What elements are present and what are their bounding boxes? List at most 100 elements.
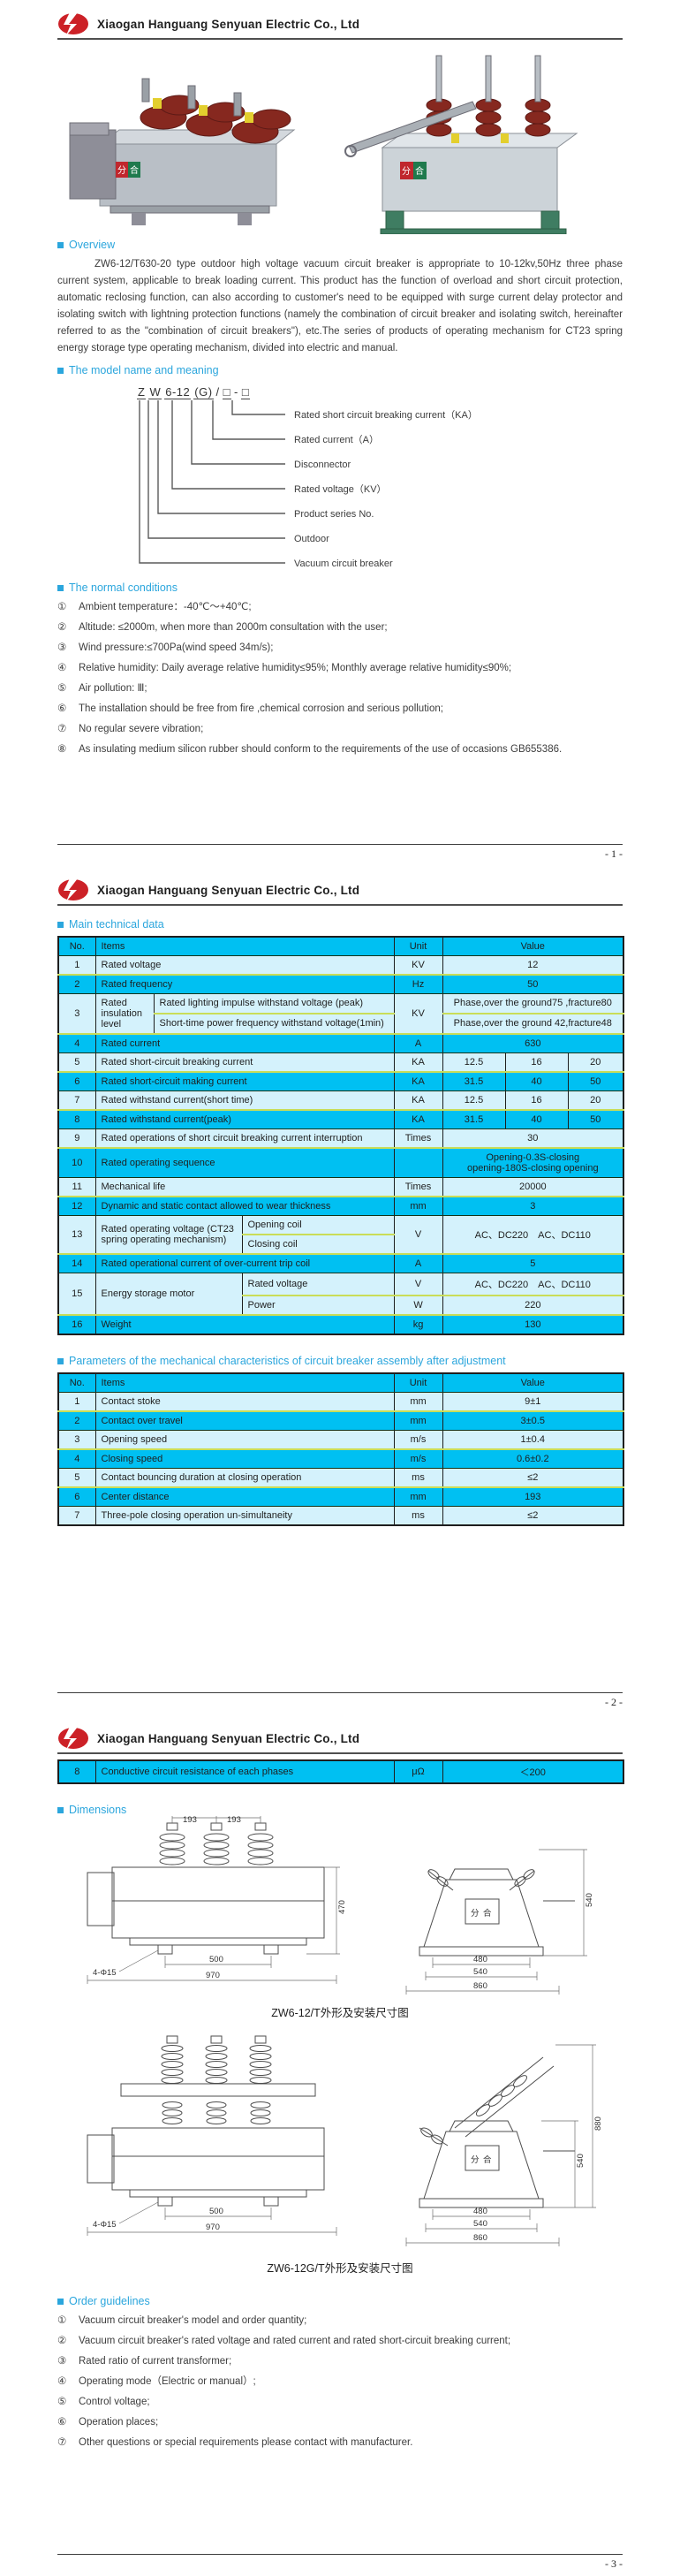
table-row: 2 Contact over travel mm 3±0.5 [57, 1411, 624, 1431]
cell-subitem: Rated voltage [241, 1273, 395, 1296]
col-unit: Unit [393, 937, 443, 956]
cell-unit: ms [393, 1468, 443, 1488]
page-footer: - 3 - [57, 2554, 623, 2571]
col-value: Value [442, 937, 624, 956]
cell-value: AC、DC220 AC、DC110 [442, 1215, 624, 1255]
table-row: 7 Rated withstand current(short time) KA… [57, 1090, 624, 1111]
svg-text:193: 193 [183, 1816, 197, 1825]
col-items: Items [94, 937, 395, 956]
cell-value: 31.5 [442, 1072, 506, 1091]
cell-value: 193 [442, 1487, 624, 1507]
cell-value: ≤2 [442, 1468, 624, 1488]
cell-value: 31.5 [442, 1110, 506, 1129]
svg-text:470: 470 [337, 1900, 347, 1914]
cell-no: 15 [57, 1273, 96, 1316]
svg-text:540: 540 [473, 1967, 487, 1977]
list-item: ⑦ No regular severe vibration; [57, 724, 204, 734]
cell-item: Contact bouncing duration at closing ope… [94, 1468, 395, 1488]
cell-value: 20 [567, 1052, 624, 1073]
svg-text:分: 分 [471, 1909, 480, 1919]
table-row: 6 Center distance mm 193 [57, 1487, 624, 1507]
list-item: ③ Rated ratio of current transformer; [57, 2356, 232, 2367]
cell-no: 1 [57, 955, 96, 976]
table-row: 3 Opening speed m/s 1±0.4 [57, 1430, 624, 1450]
table-row: 14 Rated operational current of over-cur… [57, 1254, 624, 1273]
cell-no: 9 [57, 1128, 96, 1149]
cell-item: Mechanical life [94, 1177, 395, 1197]
table-row: 11 Mechanical life Times 20000 [57, 1177, 624, 1197]
model-label: Rated current（A） [294, 434, 379, 445]
cell-no: 13 [57, 1215, 96, 1255]
list-item: ① Vacuum circuit breaker's model and orde… [57, 2315, 307, 2326]
cell-no: 4 [57, 1034, 96, 1053]
section-bullet-icon [57, 241, 64, 248]
cell-no: 6 [57, 1072, 96, 1091]
page-number: - 2 - [605, 1696, 623, 1708]
overview-title: Overview [57, 239, 623, 251]
cell-item: Rated operations of short circuit breaki… [94, 1128, 395, 1149]
cell-unit: mm [393, 1411, 443, 1431]
cell-value: 50 [567, 1072, 624, 1091]
cell-item: Rated voltage [94, 955, 395, 976]
table-row: 8 Rated withstand current(peak) KA 31.5 … [57, 1110, 624, 1129]
company-header: Xiaogan Hanguang Senyuan Electric Co., L… [57, 0, 623, 40]
list-item: ② Vacuum circuit breaker's rated voltage … [57, 2336, 511, 2346]
table-header-row: No. Items Unit Value [57, 937, 624, 956]
col-unit: Unit [393, 1373, 443, 1393]
cell-no: 5 [57, 1052, 96, 1073]
svg-text:480: 480 [473, 1955, 487, 1964]
cell-unit: KV [393, 993, 443, 1035]
list-item: ⑧ As insulating medium silicon rubber sho… [57, 744, 563, 755]
footer-divider [57, 2554, 623, 2555]
cell-item: Weight [94, 1315, 395, 1334]
model-label: Product series No. [294, 509, 374, 520]
cell-item: Energy storage motor [94, 1273, 243, 1316]
overview-body: ZW6-12/T630-20 type outdoor high voltage… [57, 259, 623, 353]
table-row: 1 Contact stoke mm 9±1 [57, 1392, 624, 1412]
svg-text:860: 860 [473, 2233, 487, 2243]
svg-text:500: 500 [209, 2207, 223, 2216]
model-label: Disconnector [294, 460, 351, 470]
model-token: / [215, 385, 220, 399]
model-label: Rated voltage（KV） [294, 483, 387, 495]
svg-text:4-Φ15: 4-Φ15 [93, 2220, 117, 2230]
model-token: (G) [193, 385, 214, 399]
cell-unit: KA [393, 1110, 443, 1129]
cell-unit: KA [393, 1072, 443, 1091]
table-row: 10 Rated operating sequence Opening-0.3S… [57, 1148, 624, 1178]
svg-text:分: 分 [402, 166, 411, 177]
cell-item: Three-pole closing operation un-simultan… [94, 1506, 395, 1525]
cell-unit: μΩ [393, 1760, 443, 1783]
company-header: Xiaogan Hanguang Senyuan Electric Co., L… [57, 866, 623, 906]
cell-unit: ms [393, 1506, 443, 1525]
cell-value: 40 [504, 1110, 569, 1129]
cell-no: 8 [57, 1110, 96, 1129]
cell-unit: KV [393, 955, 443, 976]
svg-text:540: 540 [576, 2154, 586, 2168]
cell-no: 11 [57, 1177, 96, 1197]
mechanical-characteristics-table-continued: 8 Conductive circuit resistance of each … [57, 1759, 624, 1784]
company-name: Xiaogan Hanguang Senyuan Electric Co., L… [97, 17, 360, 31]
table-row: 2 Rated frequency Hz 50 [57, 975, 624, 994]
cell-no: 2 [57, 975, 96, 994]
svg-text:分: 分 [117, 165, 126, 176]
cell-item: Rated current [94, 1034, 395, 1053]
cell-value: 16 [504, 1052, 569, 1073]
cell-value: Opening-0.3S-closing opening-180S-closin… [442, 1148, 624, 1178]
cell-unit: KA [393, 1052, 443, 1073]
svg-text:193: 193 [227, 1816, 241, 1825]
svg-text:880: 880 [593, 2116, 603, 2131]
list-item: ⑦ Other questions or special requirements… [57, 2437, 413, 2448]
company-header: Xiaogan Hanguang Senyuan Electric Co., L… [57, 1714, 623, 1754]
page-footer: - 2 - [57, 1692, 623, 1709]
cell-value: Phase,over the ground 42,fracture48 [442, 1013, 624, 1036]
svg-text:500: 500 [209, 1955, 223, 1964]
table-header-row: No. Items Unit Value [57, 1373, 624, 1393]
section-bullet-icon [57, 2298, 64, 2305]
footer-divider [57, 844, 623, 845]
svg-text:分: 分 [471, 2155, 480, 2165]
svg-text:540: 540 [585, 1893, 594, 1907]
cell-item: Closing speed [94, 1449, 395, 1469]
col-value: Value [442, 1373, 624, 1393]
list-item: ① Ambient temperature：-40℃～+40℃; [57, 602, 252, 612]
